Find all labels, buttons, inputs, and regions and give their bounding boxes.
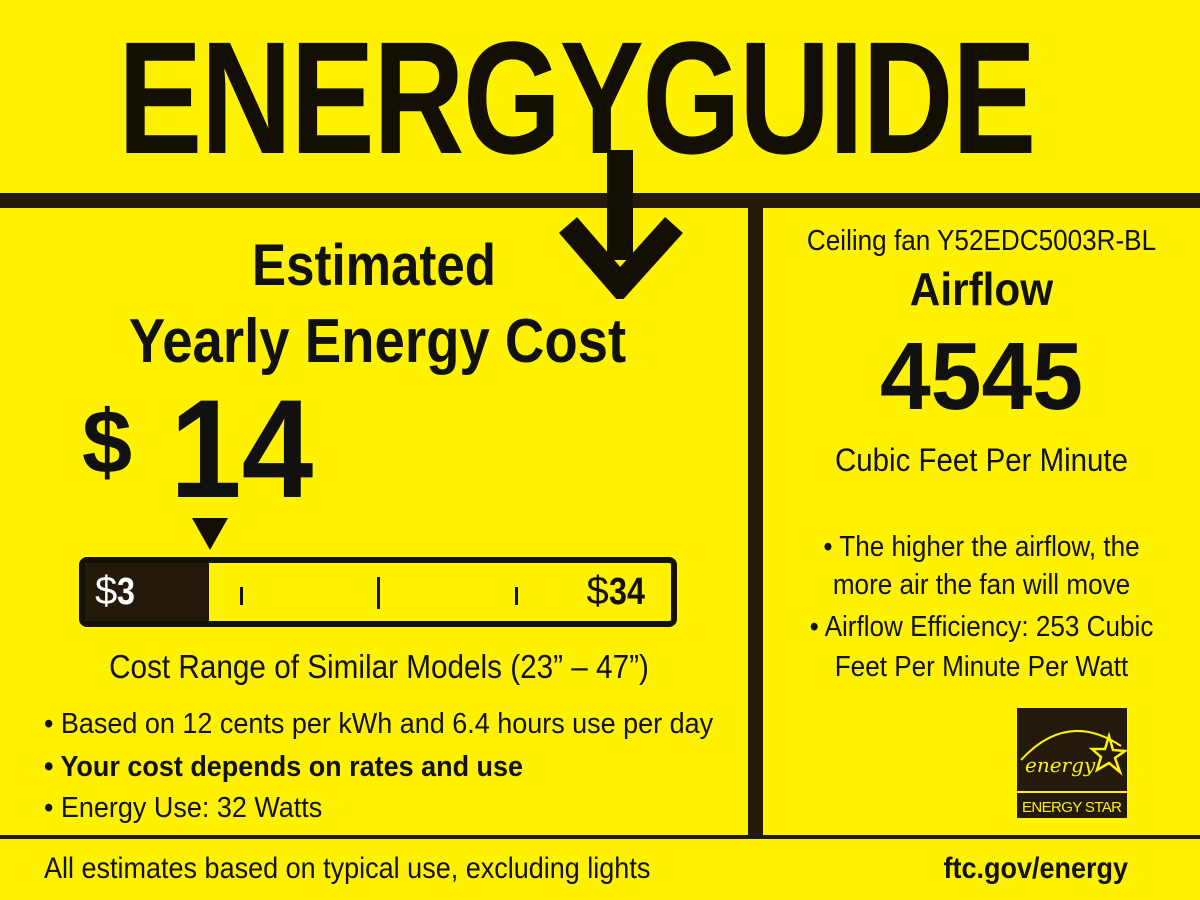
energy-star-text: ENERGY STAR — [1022, 799, 1122, 816]
airflow-value: 4545 — [880, 323, 1083, 430]
energyguide-title: ENERGYGUIDE — [118, 8, 1036, 187]
vertical-divider — [748, 193, 763, 838]
bullet-rate: • Based on 12 cents per kWh and 6.4 hour… — [44, 708, 714, 740]
range-max-value: 34 — [608, 571, 645, 613]
product-type: Ceiling fan — [806, 225, 931, 257]
airflow-note-2: more air the fan will move — [832, 569, 1131, 601]
airflow-label: Airflow — [909, 263, 1054, 315]
cost-range-fill — [85, 563, 209, 621]
range-min-label: $3 — [95, 569, 138, 614]
range-min-symbol: $ — [95, 569, 118, 613]
top-divider — [0, 193, 1200, 208]
range-max-symbol: $ — [586, 569, 609, 613]
ftc-link[interactable]: ftc.gov/energy — [943, 852, 1128, 885]
cost-heading-line2: Yearly Energy Cost — [128, 307, 627, 376]
cost-marker-icon — [192, 518, 228, 550]
energy-star-logo: energy ENERGY STAR — [1017, 708, 1129, 818]
svg-text:energy: energy — [1025, 753, 1096, 777]
energy-star-icon: energy ENERGY STAR — [1017, 729, 1129, 816]
range-tick — [515, 587, 518, 605]
arrow-down-icon — [607, 150, 633, 260]
range-tick — [240, 587, 243, 605]
arrowhead-icon — [558, 216, 683, 299]
bullet-depends: • Your cost depends on rates and use — [44, 751, 524, 783]
airflow-note-1: • The higher the airflow, the — [823, 531, 1140, 563]
efficiency-note-2: Feet Per Minute Per Watt — [834, 651, 1129, 683]
footer-divider — [0, 835, 1200, 839]
efficiency-note-1: • Airflow Efficiency: 253 Cubic — [809, 611, 1154, 643]
cost-range-bar: $3 $34 — [79, 557, 677, 627]
model-number: Y52EDC5003R-BL — [937, 225, 1157, 257]
footer-note: All estimates based on typical use, excl… — [44, 852, 651, 885]
product-model: Ceiling fan Y52EDC5003R-BL — [785, 225, 1178, 258]
bullet-energy-use: • Energy Use: 32 Watts — [44, 792, 323, 824]
range-min-value: 3 — [117, 571, 136, 613]
range-tick — [377, 577, 380, 609]
range-max-label: $34 — [586, 569, 651, 614]
cost-heading-line1: Estimated — [252, 233, 496, 298]
yearly-cost-value: 14 — [170, 370, 314, 527]
cost-currency: $ — [82, 393, 133, 493]
airflow-unit: Cubic Feet Per Minute — [835, 442, 1128, 478]
cost-range-label: Cost Range of Similar Models (23” – 47”) — [109, 648, 649, 685]
